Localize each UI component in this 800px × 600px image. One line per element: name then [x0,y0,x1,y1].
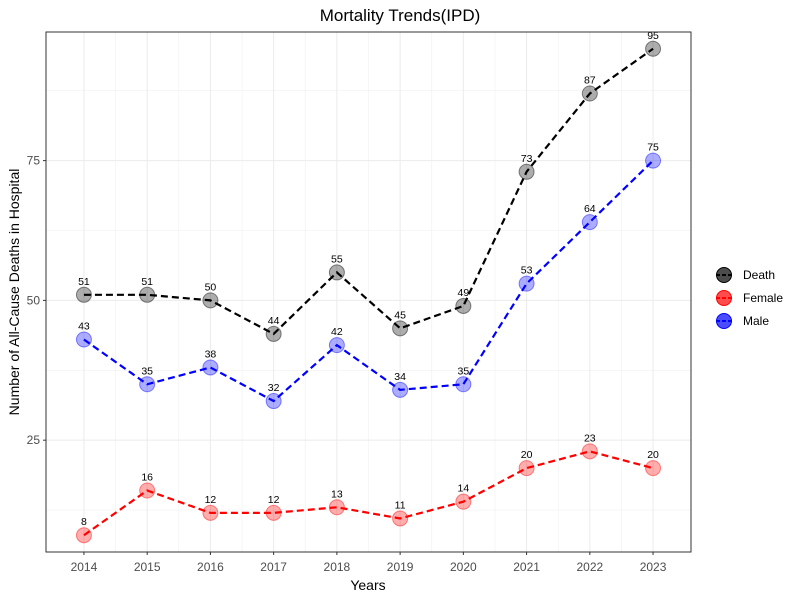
data-label-death: 87 [584,75,596,87]
data-point-male [645,152,662,169]
data-label-male: 38 [205,348,217,360]
data-point-female [455,493,472,510]
data-point-female [202,504,219,521]
x-tick-label: 2014 [71,560,98,574]
x-tick-label: 2019 [387,560,414,574]
data-point-male [581,214,598,231]
data-point-male [265,393,282,410]
data-point-male [139,376,156,393]
data-label-male: 35 [458,365,470,377]
data-label-male: 42 [331,326,343,338]
data-point-female [392,510,409,527]
data-point-female [139,482,156,499]
series-death: 51 51 50 44 55 45 49 73 87 95 [75,30,662,342]
series-line-male [83,159,654,403]
y-tick-label: 75 [27,154,41,168]
data-label-male: 53 [521,265,533,277]
data-point-male [75,331,92,348]
data-label-death: 51 [78,276,90,288]
data-point-death [139,286,156,303]
y-axis-title: Number of All-Cause Deaths in Hospital [6,169,22,416]
data-point-death [328,264,345,281]
data-point-death [581,85,598,102]
data-point-death [265,325,282,342]
x-tick-label: 2021 [513,560,540,574]
x-tick-label: 2016 [197,560,224,574]
data-label-death: 45 [394,309,406,321]
data-label-female: 20 [521,449,533,461]
x-tick-label: 2022 [576,560,603,574]
grid-lines [46,32,691,552]
data-point-male [328,337,345,354]
y-tick-label: 50 [27,293,41,307]
data-point-death [75,286,92,303]
data-label-female: 23 [584,432,596,444]
data-point-male [455,376,472,393]
series-female: 8 16 12 12 13 11 14 20 23 20 [75,432,662,544]
data-point-death [645,40,662,57]
data-point-male [392,381,409,398]
data-label-death: 49 [458,287,470,299]
data-label-male: 34 [394,371,406,383]
data-point-female [645,460,662,477]
chart-title: Mortality Trends(IPD) [319,6,481,25]
data-point-female [265,504,282,521]
data-label-death: 44 [268,315,280,327]
x-tick-label: 2015 [134,560,161,574]
data-point-male [202,359,219,376]
series-line-death [83,47,654,336]
data-label-death: 95 [647,30,659,42]
x-tick-label: 2018 [324,560,351,574]
data-label-female: 12 [205,494,217,506]
data-label-female: 13 [331,488,343,500]
legend: Death Female Male [716,267,783,329]
data-label-death: 51 [141,276,153,288]
data-label-death: 50 [205,281,217,293]
data-point-female [328,499,345,516]
data-label-female: 16 [141,471,153,483]
data-label-male: 35 [141,365,153,377]
data-point-death [518,163,535,180]
data-label-female: 8 [81,516,87,528]
data-label-male: 75 [647,142,659,154]
x-tick-label: 2017 [260,560,287,574]
data-point-death [455,297,472,314]
data-label-male: 43 [78,321,90,333]
data-label-female: 14 [458,483,470,495]
data-label-female: 20 [647,449,659,461]
data-label-female: 11 [395,499,406,511]
data-point-death [202,292,219,309]
data-point-female [75,527,92,544]
data-label-death: 55 [331,253,343,265]
data-label-death: 73 [521,153,533,165]
legend-label-female: Female [743,291,783,305]
data-point-male [518,275,535,292]
series-layer: 51 51 50 44 55 45 49 73 87 95 8 16 12 12 13 11 14 20 23 20 4… [75,30,662,544]
panel-border [45,31,692,553]
x-tick-label: 2023 [640,560,667,574]
series-male: 43 35 38 32 42 34 35 53 64 75 [75,142,662,410]
data-point-female [518,460,535,477]
legend-label-male: Male [743,314,769,328]
x-axis-title: Years [350,577,385,593]
data-point-female [581,443,598,460]
data-point-death [392,320,409,337]
legend-label-death: Death [743,268,775,282]
series-line-female [83,450,654,537]
data-label-male: 64 [584,203,596,215]
data-label-male: 32 [268,382,280,394]
y-tick-label: 25 [27,433,41,447]
data-label-female: 12 [268,494,280,506]
x-tick-label: 2020 [450,560,477,574]
